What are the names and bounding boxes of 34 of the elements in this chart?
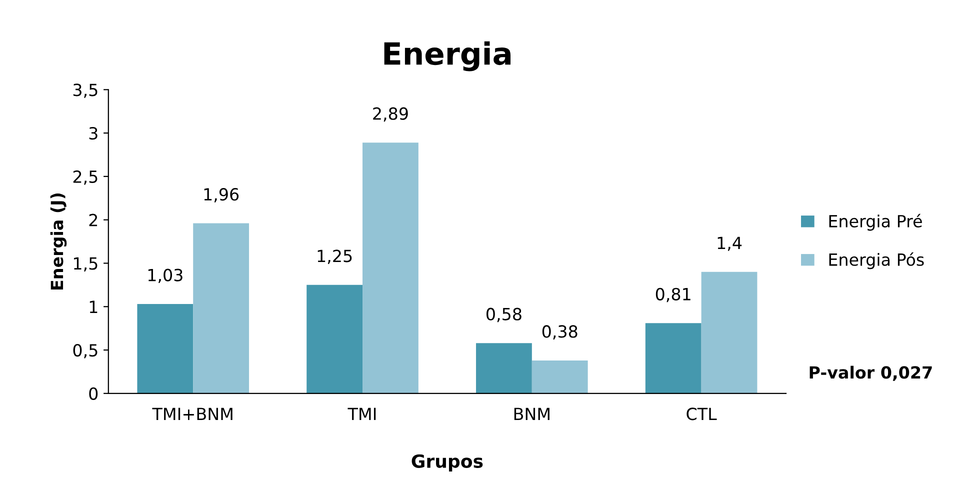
y-tick-label: 0 [89,387,98,400]
bar [362,142,418,394]
x-tick-label: TMI+BNM [152,408,232,420]
y-tick-label: 0,5 [73,344,98,358]
text: P-valor 0,027 [810,366,932,381]
data-label: 1,4 [718,236,742,251]
bar [645,323,702,394]
y-axis-title: Energia (J) [50,194,67,290]
data-label: 0,58 [486,308,522,322]
x-axis-title: Grupos [412,454,483,472]
bar [306,284,363,394]
data-label: 0,81 [656,288,690,302]
bar [193,223,250,394]
data-label: 1,96 [204,188,239,202]
y-tick-label: 2,5 [73,170,98,185]
x-tick-label: TMI [348,408,376,420]
y-tick-label: 1 [90,300,98,313]
data-label: 2,89 [373,107,408,122]
bar [532,360,588,394]
bar [476,343,532,394]
legend-label: Energia Pós [829,252,924,270]
bar [701,272,758,394]
y-tick-label: 2 [89,214,98,226]
y-tick-label: 3,5 [73,84,98,98]
chart-title: Energia [384,41,511,72]
data-label: 0,38 [542,325,578,340]
y-tick-label: 3 [89,127,98,140]
data-label: 1,03 [148,268,182,284]
data-label: 1,25 [318,250,352,264]
x-tick-label: BNM [514,408,550,420]
y-tick-label: 1,5 [74,257,98,272]
bar [137,304,194,394]
x-tick-label: CTL [686,408,717,420]
legend-label: Energia Pré [829,214,922,231]
